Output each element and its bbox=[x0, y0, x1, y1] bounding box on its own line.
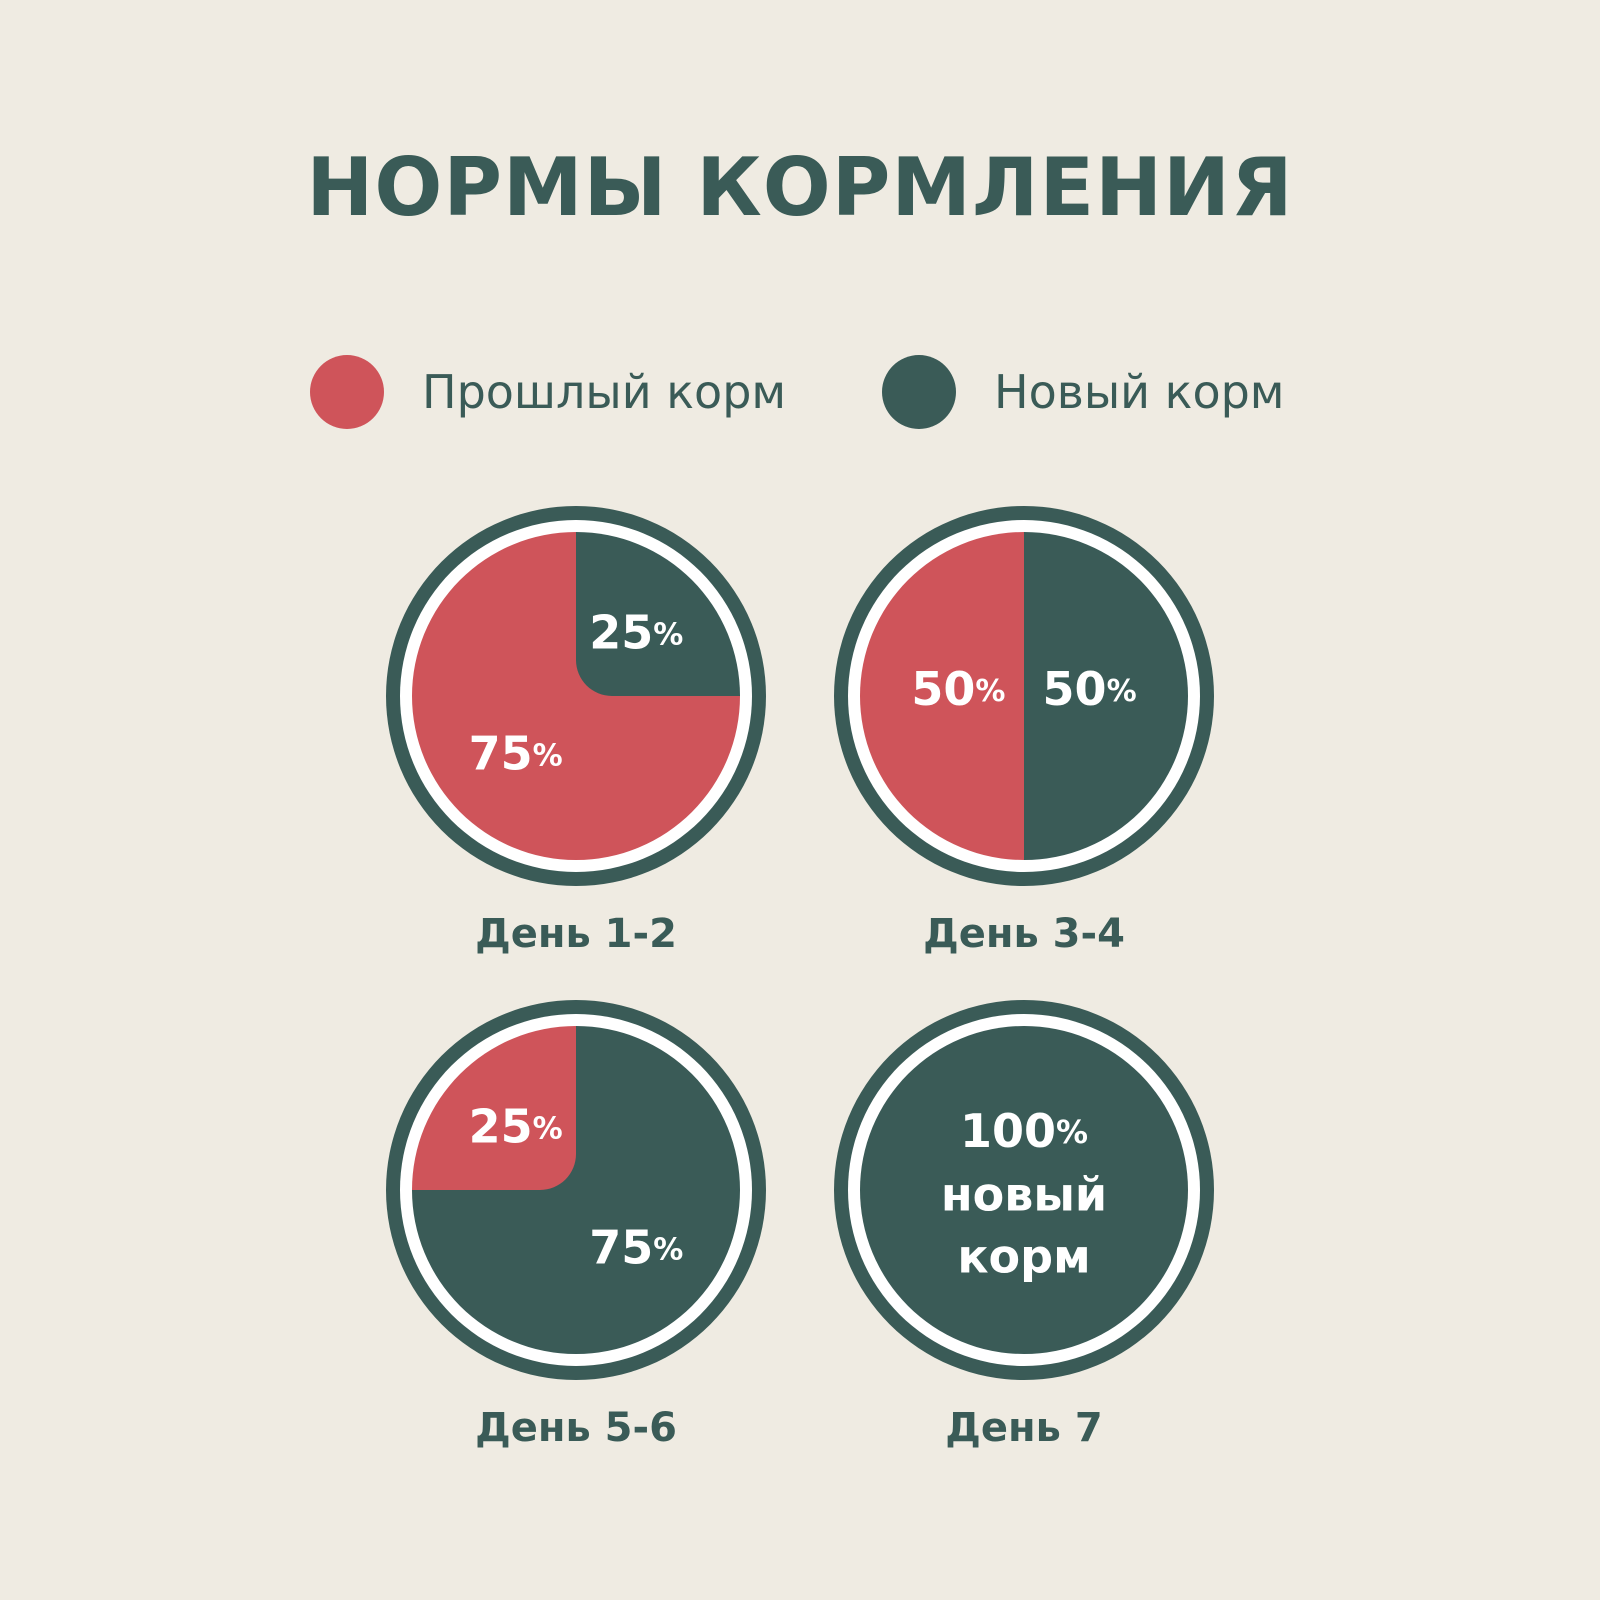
pie-chart-4: 100% новый корм День 7 bbox=[834, 1000, 1214, 1451]
pie-chart-1: 75% 25% День 1-2 bbox=[386, 506, 766, 957]
pie-slice-old-feed bbox=[412, 1026, 576, 1190]
pie-caption: День 3-4 bbox=[923, 911, 1125, 957]
pie-slice-new-feed bbox=[1024, 532, 1188, 860]
pie-chart-3: 25% 75% День 5-6 bbox=[386, 1000, 766, 1451]
pie-slice-new-feed bbox=[576, 532, 740, 696]
pie-center-line-2: новый bbox=[941, 1168, 1107, 1222]
pie-caption: День 1-2 bbox=[475, 911, 677, 957]
pie-slice-corner bbox=[576, 660, 612, 696]
pie-label-old-feed: 75% bbox=[469, 726, 563, 780]
pie-label-new-feed: 25% bbox=[589, 605, 683, 659]
pie-center-value: 100% bbox=[960, 1104, 1088, 1158]
pie-label-new-feed: 50% bbox=[1043, 662, 1137, 716]
pie-caption: День 7 bbox=[945, 1405, 1102, 1451]
pie-slice-old-feed bbox=[860, 532, 1024, 860]
pie-caption: День 5-6 bbox=[475, 1405, 677, 1451]
legend-swatch-new-feed bbox=[882, 355, 956, 429]
pie-chart-2: 50% 50% День 3-4 bbox=[834, 506, 1214, 957]
pie-slice-corner bbox=[540, 1154, 576, 1190]
pie-label-new-feed: 75% bbox=[589, 1220, 683, 1274]
legend-swatch-old-feed bbox=[310, 355, 384, 429]
legend-label-new-feed: Новый корм bbox=[994, 365, 1285, 419]
legend-label-old-feed: Прошлый корм bbox=[422, 365, 787, 419]
legend-item-new-feed: Новый корм bbox=[882, 354, 1285, 430]
pie-center-line-3: корм bbox=[957, 1230, 1090, 1284]
legend-item-old-feed: Прошлый корм bbox=[310, 354, 786, 430]
pie-label-old-feed: 25% bbox=[469, 1099, 563, 1153]
pie-slice-new-feed bbox=[860, 1026, 1188, 1354]
page-title: НОРМЫ КОРМЛЕНИЯ bbox=[306, 141, 1294, 234]
pie-label-old-feed: 50% bbox=[911, 662, 1005, 716]
